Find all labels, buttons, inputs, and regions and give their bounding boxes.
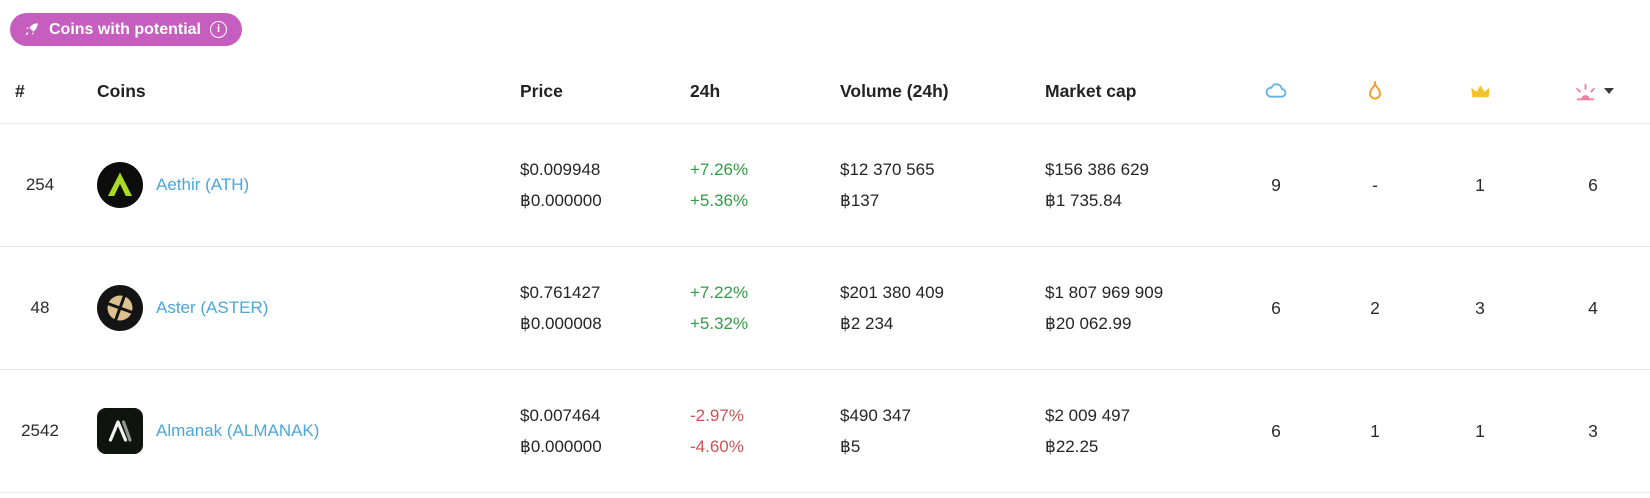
volume-usd: $201 380 409 [840,283,944,302]
cloud-icon [1264,79,1289,104]
potential-badge[interactable]: Coins with potential [10,13,242,46]
header-price[interactable]: Price [520,80,563,101]
change-cell: +7.26% +5.36% [680,154,830,216]
table-row[interactable]: 254 Aethir (ATH) $0.009948 ฿0.000000 +7.… [0,123,1650,246]
rank-cell: 48 [30,298,50,317]
market-cap-cell: $2 009 497 ฿22.25 [1035,400,1226,462]
volume-usd: $490 347 [840,406,911,425]
sunrise-icon [1573,79,1598,104]
stat-cloud: 9 [1271,174,1281,195]
stat-flame: 2 [1370,297,1380,318]
header-volume[interactable]: Volume (24h) [840,80,949,101]
stat-crown: 3 [1475,297,1485,318]
table-body: 254 Aethir (ATH) $0.009948 ฿0.000000 +7.… [0,123,1650,493]
market-cap-usd: $2 009 497 [1045,406,1131,425]
stat-flame: 1 [1370,420,1380,441]
change-btc: +5.32% [690,314,749,333]
header-cloud-column[interactable] [1226,79,1326,104]
change-cell: -2.97% -4.60% [680,400,830,462]
price-cell: $0.007464 ฿0.000000 [510,400,680,462]
price-btc: ฿0.000000 [520,437,602,456]
badge-label: Coins with potential [49,20,201,38]
market-cap-cell: $156 386 629 ฿1 735.84 [1035,154,1226,216]
rank-cell: 254 [25,175,55,194]
flame-icon [1363,79,1387,103]
stat-crown: 1 [1475,174,1485,195]
volume-usd: $12 370 565 [840,160,935,179]
volume-cell: $12 370 565 ฿137 [830,154,1035,216]
price-btc: ฿0.000008 [520,314,602,333]
table-header: # Coins Price 24h Volume (24h) Market ca… [0,59,1650,123]
coin-name-link[interactable]: Aster (ASTER) [156,298,269,317]
volume-btc: ฿5 [840,437,861,456]
market-cap-btc: ฿1 735.84 [1045,191,1122,210]
almanak-logo [97,408,143,454]
header-market-cap[interactable]: Market cap [1045,80,1137,101]
volume-btc: ฿2 234 [840,314,894,333]
change-btc: +5.36% [690,191,749,210]
rank-cell: 2542 [21,421,59,440]
coin-name-link[interactable]: Almanak (ALMANAK) [156,421,320,440]
change-usd: +7.26% [690,160,749,179]
stat-cloud: 6 [1271,420,1281,441]
volume-cell: $201 380 409 ฿2 234 [830,277,1035,339]
market-cap-cell: $1 807 969 909 ฿20 062.99 [1035,277,1226,339]
stat-crown: 1 [1475,420,1485,441]
rocket-icon [23,21,40,38]
market-cap-btc: ฿20 062.99 [1045,314,1132,333]
sort-caret-icon [1603,88,1614,94]
stat-sunrise: 3 [1588,420,1598,441]
price-cell: $0.761427 ฿0.000008 [510,277,680,339]
change-usd: +7.22% [690,283,749,302]
stat-flame: - [1372,174,1378,195]
change-usd: -2.97% [690,406,744,425]
header-crown-column[interactable] [1424,79,1536,104]
coin-cell: Aethir (ATH) [80,162,510,208]
aster-logo [97,285,143,331]
price-usd: $0.007464 [520,406,601,425]
change-btc: -4.60% [690,437,744,456]
header-sunrise-column[interactable] [1536,79,1650,104]
header-coins[interactable]: Coins [97,80,146,101]
change-cell: +7.22% +5.32% [680,277,830,339]
header-rank[interactable]: # [15,80,25,101]
coin-cell: Aster (ASTER) [80,285,510,331]
price-cell: $0.009948 ฿0.000000 [510,154,680,216]
price-usd: $0.761427 [520,283,601,302]
table-row[interactable]: 48 Aster (ASTER) $0.761427 ฿0.000 [0,246,1650,369]
price-usd: $0.009948 [520,160,601,179]
coin-name-link[interactable]: Aethir (ATH) [156,175,250,194]
coin-cell: Almanak (ALMANAK) [80,408,510,454]
market-cap-usd: $1 807 969 909 [1045,283,1164,302]
aethir-logo [97,162,143,208]
price-btc: ฿0.000000 [520,191,602,210]
stat-sunrise: 6 [1588,174,1598,195]
volume-cell: $490 347 ฿5 [830,400,1035,462]
stat-cloud: 6 [1271,297,1281,318]
stat-sunrise: 4 [1588,297,1598,318]
header-24h[interactable]: 24h [690,80,721,101]
market-cap-usd: $156 386 629 [1045,160,1149,179]
info-icon[interactable] [210,21,227,38]
table-row[interactable]: 2542 Almanak (ALMANAK) $0.007464 ฿0.0000… [0,369,1650,492]
crown-icon [1468,79,1493,104]
volume-btc: ฿137 [840,191,880,210]
header-flame-column[interactable] [1326,79,1424,103]
market-cap-btc: ฿22.25 [1045,437,1099,456]
